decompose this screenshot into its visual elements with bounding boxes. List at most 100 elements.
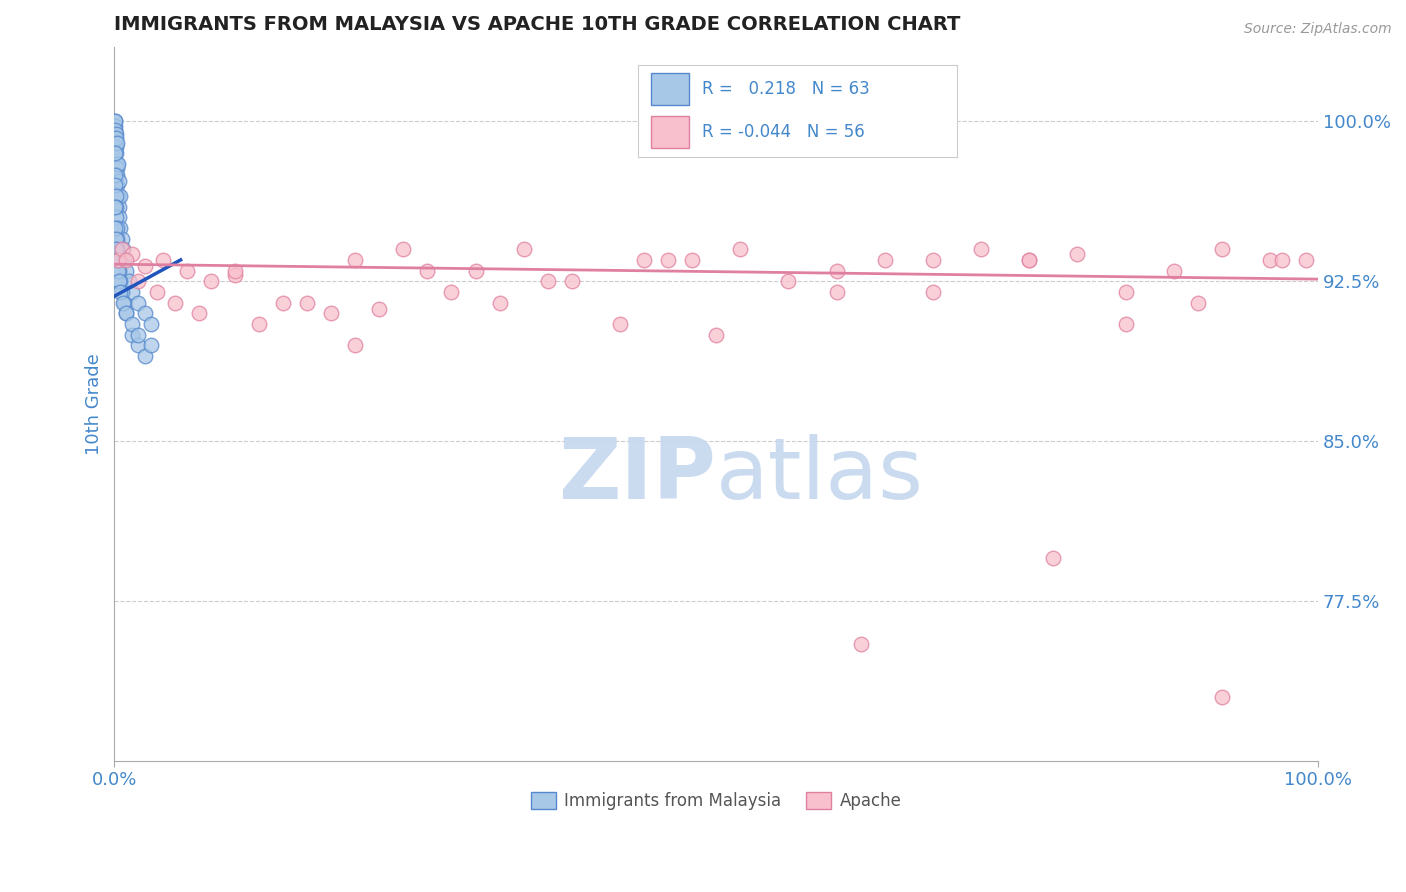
Point [1295, 252, 1317, 267]
Point [104, 221, 127, 235]
Point [107, 189, 129, 203]
Point [105, 161, 128, 176]
Point [121, 317, 143, 331]
Point [104, 131, 127, 145]
Point [107, 252, 129, 267]
Point [105, 211, 128, 225]
Point [127, 327, 149, 342]
Point [112, 252, 135, 267]
Point [107, 157, 129, 171]
Point [111, 295, 134, 310]
Point [127, 295, 149, 310]
Point [873, 252, 896, 267]
Text: ZIP: ZIP [558, 434, 716, 516]
Point [118, 274, 141, 288]
Point [344, 338, 367, 352]
Point [104, 114, 127, 128]
Point [104, 140, 127, 154]
Point [139, 338, 162, 352]
Point [105, 252, 128, 267]
Point [107, 252, 129, 267]
Point [127, 338, 149, 352]
Point [112, 295, 135, 310]
Point [108, 211, 131, 225]
Point [104, 146, 127, 161]
Point [107, 200, 129, 214]
Point [1163, 263, 1185, 277]
Point [163, 295, 186, 310]
Point [440, 285, 463, 299]
Point [110, 189, 132, 203]
Point [657, 252, 679, 267]
Point [1211, 242, 1233, 256]
Point [416, 263, 439, 277]
Point [111, 285, 134, 299]
Point [1018, 252, 1040, 267]
Point [488, 295, 510, 310]
Point [825, 285, 848, 299]
Point [104, 119, 127, 133]
Point [107, 263, 129, 277]
Point [704, 327, 727, 342]
Text: IMMIGRANTS FROM MALAYSIA VS APACHE 10TH GRADE CORRELATION CHART: IMMIGRANTS FROM MALAYSIA VS APACHE 10TH … [114, 15, 960, 34]
Point [537, 274, 560, 288]
Point [681, 252, 703, 267]
Point [271, 295, 294, 310]
Point [1115, 317, 1137, 331]
Point [105, 168, 128, 182]
Point [1042, 551, 1064, 566]
Point [295, 295, 318, 310]
Point [104, 123, 127, 137]
Point [1018, 252, 1040, 267]
Point [512, 242, 534, 256]
Point [111, 242, 134, 256]
Point [108, 174, 131, 188]
Point [187, 306, 209, 320]
Point [104, 200, 127, 214]
Point [176, 263, 198, 277]
Point [1066, 246, 1088, 260]
Point [1211, 690, 1233, 705]
Y-axis label: 10th Grade: 10th Grade [86, 353, 103, 455]
Point [134, 306, 156, 320]
Point [108, 274, 131, 288]
Point [922, 285, 945, 299]
Point [145, 285, 167, 299]
Point [121, 246, 143, 260]
Point [110, 221, 132, 235]
Point [464, 263, 486, 277]
Point [104, 231, 127, 245]
Point [110, 285, 132, 299]
Point [922, 252, 945, 267]
Point [115, 306, 138, 320]
Point [1258, 252, 1281, 267]
Point [108, 263, 131, 277]
Point [1271, 252, 1294, 267]
Point [115, 252, 138, 267]
Point [104, 200, 127, 214]
Point [970, 242, 993, 256]
Point [1187, 295, 1209, 310]
Point [107, 178, 129, 193]
Point [1115, 285, 1137, 299]
Text: Source: ZipAtlas.com: Source: ZipAtlas.com [1244, 22, 1392, 37]
Point [134, 260, 156, 274]
Point [121, 285, 143, 299]
Point [105, 136, 128, 150]
Point [107, 242, 129, 256]
Point [105, 146, 128, 161]
Point [139, 317, 162, 331]
Point [104, 125, 127, 139]
Point [104, 136, 127, 150]
Point [105, 231, 128, 245]
Point [110, 274, 132, 288]
Point [224, 263, 246, 277]
Text: atlas: atlas [716, 434, 924, 516]
Point [247, 317, 270, 331]
Point [200, 274, 222, 288]
Point [224, 268, 246, 282]
Point [105, 242, 128, 256]
Point [111, 242, 134, 256]
Point [121, 327, 143, 342]
Point [105, 221, 128, 235]
